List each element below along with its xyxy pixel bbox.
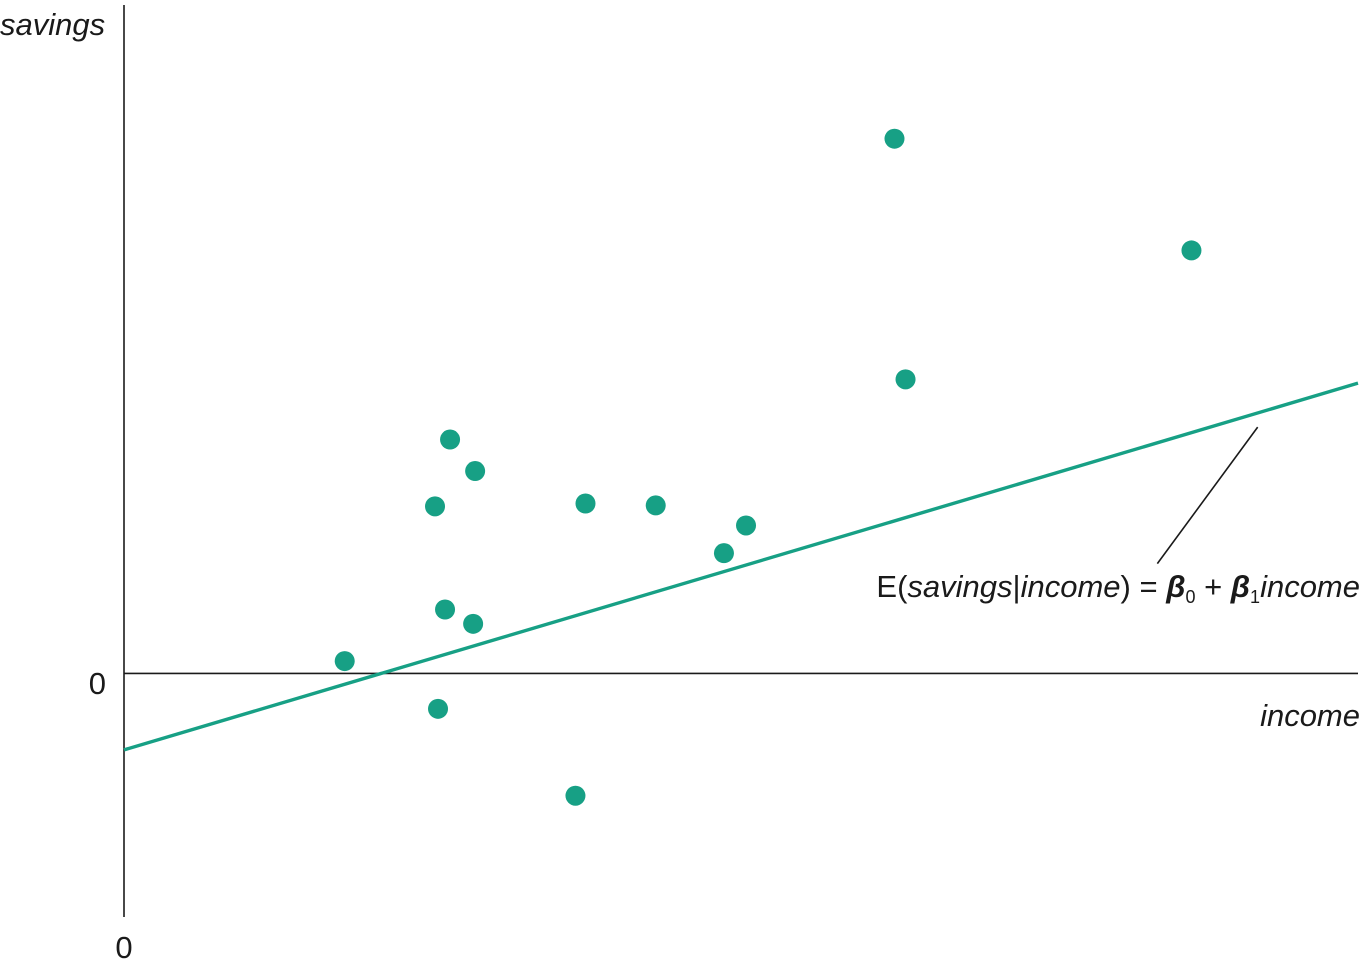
data-point-13 <box>884 128 905 149</box>
data-point-9 <box>565 785 586 806</box>
y-origin-label: 0 <box>89 666 106 701</box>
data-point-1 <box>334 651 355 672</box>
equation-beta0: β <box>1165 569 1185 604</box>
data-point-10 <box>645 495 666 516</box>
equation-savings: savings <box>907 569 1012 604</box>
equation-bar: | <box>1013 569 1021 604</box>
equation-equals: ) = <box>1121 569 1167 604</box>
data-point-15 <box>1181 240 1202 261</box>
data-point-3 <box>435 599 456 620</box>
equation-sub1: 1 <box>1250 587 1260 607</box>
equation-income: income <box>1021 569 1121 604</box>
equation-plus: + <box>1195 569 1230 604</box>
equation-sub0: 0 <box>1185 587 1195 607</box>
data-point-6 <box>463 613 484 634</box>
annotation-leader-line <box>1156 426 1259 565</box>
data-point-8 <box>575 493 596 514</box>
regression-equation-annotation: E(savings|income) = β0 + β1income <box>876 569 1360 607</box>
data-point-4 <box>440 429 461 450</box>
data-point-2 <box>425 496 446 517</box>
regression-line-group <box>123 381 1359 752</box>
data-point-12 <box>736 515 757 536</box>
data-point-11 <box>713 543 734 564</box>
regression-line <box>123 381 1359 752</box>
data-point-14 <box>895 369 916 390</box>
equation-beta1: β <box>1230 569 1250 604</box>
x-axis-label: income <box>1260 698 1360 733</box>
equation-prefix: E( <box>876 569 908 604</box>
data-point-7 <box>428 698 449 719</box>
axes <box>123 5 1358 917</box>
data-points <box>334 128 1202 806</box>
data-point-5 <box>465 461 486 482</box>
x-origin-label: 0 <box>115 930 132 961</box>
equation-income-term: income <box>1260 569 1360 604</box>
y-axis-label: savings <box>0 7 105 42</box>
